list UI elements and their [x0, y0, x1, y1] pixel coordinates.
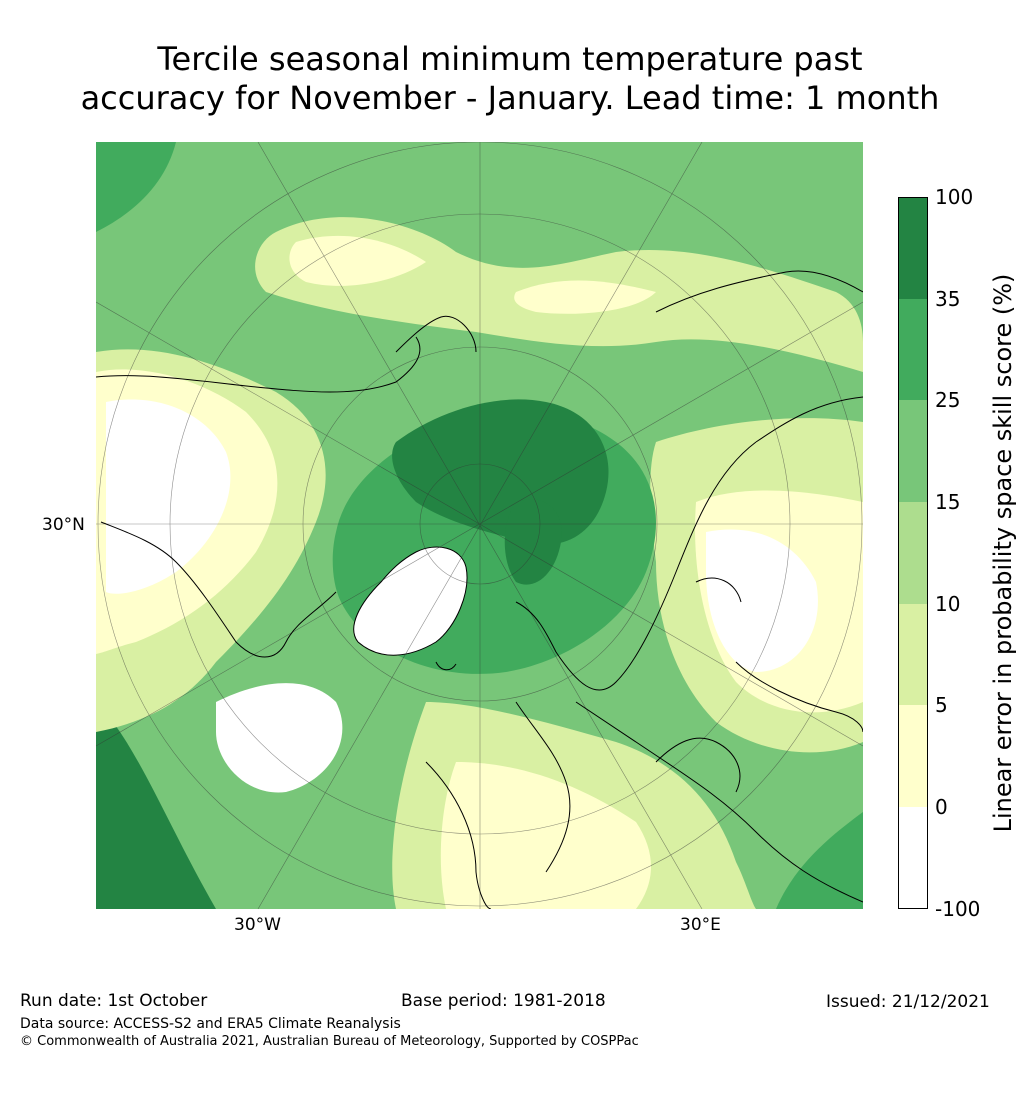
skill-region-europe-light [440, 762, 651, 909]
colorbar-tick-35: 35 [935, 287, 961, 311]
colorbar-tick-15: 15 [935, 490, 961, 514]
greenland-landmass [353, 546, 468, 656]
colorbar-bin-25-35 [898, 299, 928, 400]
skill-region-se [776, 812, 863, 909]
skill-region-atlantic-white [216, 683, 343, 793]
skill-region-nw [96, 142, 176, 232]
colorbar-title: Linear error in probability space skill … [989, 273, 1017, 833]
colorbar-bin-0-5 [898, 705, 928, 807]
skill-region-north-light-2 [514, 280, 656, 314]
lat-label-30n: 30°N [42, 515, 85, 535]
run-date: Run date: 1st October [20, 991, 208, 1011]
colorbar-tick-10: 10 [935, 592, 961, 616]
colorbar-bin-35-100 [898, 197, 928, 299]
polar-map [96, 142, 863, 909]
coastlines [96, 270, 863, 909]
skill-region-sw [96, 702, 216, 909]
data-source: Data source: ACCESS-S2 and ERA5 Climate … [20, 1016, 401, 1032]
colorbar-bin-neg100-0 [898, 807, 928, 909]
skill-region-arctic-high [392, 399, 609, 545]
colorbar-bin-10-15 [898, 502, 928, 604]
copyright: © Commonwealth of Australia 2021, Austra… [20, 1034, 639, 1049]
map-title: Tercile seasonal minimum temperature pas… [0, 40, 1020, 118]
colorbar-frame [898, 197, 928, 909]
base-period: Base period: 1981-2018 [401, 991, 606, 1011]
lon-label-30e: 30°E [680, 915, 721, 935]
colorbar-tick-0: 0 [935, 795, 948, 819]
map-svg [96, 142, 863, 909]
colorbar [898, 197, 928, 909]
colorbar-tick-25: 25 [935, 388, 961, 412]
colorbar-tick-100: 100 [935, 185, 974, 209]
colorbar-bin-15-25 [898, 400, 928, 502]
colorbar-bin-5-10 [898, 604, 928, 705]
colorbar-tick-5: 5 [935, 693, 948, 717]
skill-region-asia-white [706, 529, 818, 672]
colorbar-tick-neg100: -100 [935, 897, 981, 921]
lon-label-30w: 30°W [234, 915, 281, 935]
issued-date: Issued: 21/12/2021 [826, 992, 990, 1012]
graticule [96, 142, 863, 909]
skill-region-america-white [106, 399, 231, 594]
colorbar-svg [898, 197, 928, 909]
skill-region-north-light [289, 235, 426, 286]
title-line-1: Tercile seasonal minimum temperature pas… [157, 40, 863, 78]
title-line-2: accuracy for November - January. Lead ti… [80, 79, 940, 117]
